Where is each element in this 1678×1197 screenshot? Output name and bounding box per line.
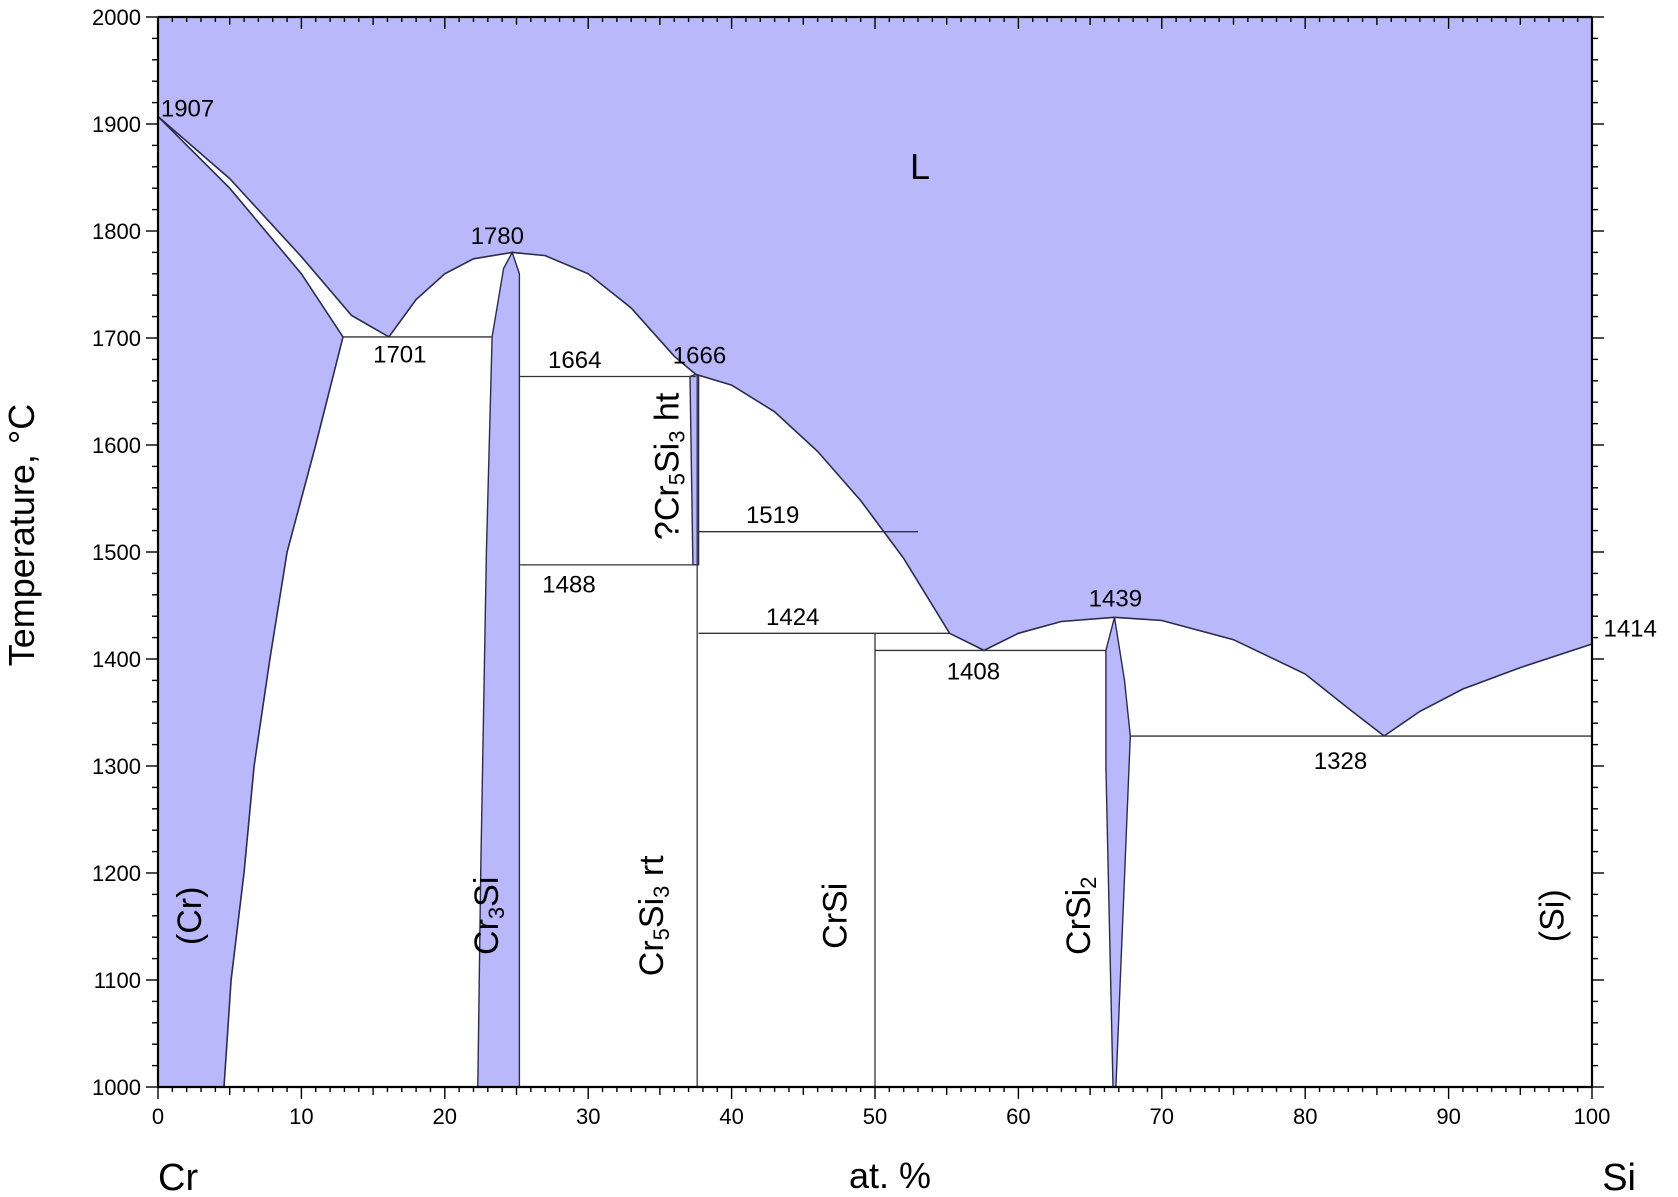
- phase-text: Cr: [633, 940, 671, 976]
- phase-label-cr5si3rt: Cr5Si3 rt: [633, 855, 674, 976]
- cr3si-region: [477, 250, 521, 1088]
- liquidus-cr3si-dome: [388, 251, 697, 376]
- subscript: 3: [649, 886, 674, 898]
- subscript: 3: [484, 907, 509, 919]
- labels: Temperature, °C at. % Cr Si L 1907 1780 17…: [1, 96, 1657, 1197]
- subscript: 2: [1076, 877, 1101, 889]
- phase-text: CrSi: [1060, 889, 1098, 955]
- phase-text: Si: [633, 898, 671, 928]
- subscript: 5: [649, 928, 674, 940]
- phase-text: (Si): [1533, 889, 1571, 942]
- liquidus-cr5si3-side: [695, 373, 985, 652]
- x-tick-label: 0: [152, 1104, 164, 1129]
- liquid-label: L: [910, 146, 930, 187]
- annotation-1666: 1666: [673, 343, 726, 370]
- phase-label-si: (Si): [1533, 889, 1571, 942]
- phase-label-cr: (Cr): [171, 887, 209, 946]
- phase-text: Si: [468, 877, 506, 907]
- phase-label-crsi2: CrSi2: [1060, 877, 1101, 955]
- phase-text: ?Cr: [649, 485, 687, 540]
- annotation-1701: 1701: [373, 342, 426, 369]
- y-axis-title: Temperature, °C: [1, 404, 42, 667]
- solvus-cr: [223, 336, 344, 1088]
- phase-label-crsi: CrSi: [816, 883, 854, 949]
- annotation-1907: 1907: [161, 96, 214, 123]
- x-tick-label: 60: [1006, 1104, 1030, 1129]
- phase-label-cr5si3ht: ?Cr5Si3 ht: [649, 392, 690, 540]
- annotation-1408: 1408: [947, 658, 1000, 685]
- axes: 0 10 20 30 40 50 60 70 80 90 100 1000 1100 1200 1300 14…: [92, 5, 1610, 1129]
- y-tick-label: 1300: [92, 754, 141, 779]
- y-tick-label: 1900: [92, 112, 141, 137]
- liquidus-crsi2-dome: [983, 616, 1385, 737]
- annotation-1519: 1519: [746, 502, 799, 529]
- y-tick-label: 1700: [92, 326, 141, 351]
- element-left-label: Cr: [158, 1157, 198, 1197]
- phase-text: CrSi: [816, 883, 854, 949]
- y-tick-label: 1200: [92, 861, 141, 886]
- y-tick-label: 2000: [92, 5, 141, 30]
- x-tick-label: 90: [1436, 1104, 1460, 1129]
- phase-text: ht: [649, 392, 687, 430]
- annotation-1439: 1439: [1089, 586, 1142, 613]
- annotation-1414: 1414: [1603, 616, 1656, 643]
- y-tick-label: 1800: [92, 219, 141, 244]
- x-tick-label: 100: [1574, 1104, 1611, 1129]
- liquidus-si-side: [1383, 643, 1593, 737]
- liquid-region: [158, 17, 1592, 736]
- x-axis-title: at. %: [849, 1155, 931, 1196]
- y-tick-label: 1100: [94, 968, 141, 993]
- phase-label-cr3si: Cr3Si: [468, 877, 509, 955]
- annotation-1424: 1424: [766, 604, 819, 631]
- subscript: 3: [665, 431, 690, 443]
- annotation-1664: 1664: [548, 347, 601, 374]
- x-tick-label: 20: [433, 1104, 457, 1129]
- phase-text: rt: [633, 855, 671, 886]
- subscript: 5: [665, 473, 690, 485]
- x-tick-label: 80: [1293, 1104, 1317, 1129]
- liquidus-cr-side: [157, 115, 390, 338]
- y-tick-label: 1600: [92, 433, 141, 458]
- cr-solid-solution-region: [158, 116, 343, 1087]
- phase-text: (Cr): [171, 887, 209, 946]
- x-tick-label: 40: [719, 1104, 743, 1129]
- y-tick-label: 1000: [92, 1075, 141, 1100]
- phase-text: Cr: [468, 919, 506, 955]
- annotation-1780: 1780: [471, 223, 524, 250]
- element-right-label: Si: [1602, 1157, 1636, 1197]
- x-tick-label: 30: [576, 1104, 600, 1129]
- phase-text: Si: [649, 443, 687, 473]
- crsi2-region: [1105, 617, 1132, 1088]
- annotation-1328: 1328: [1314, 748, 1367, 775]
- x-tick-label: 70: [1150, 1104, 1174, 1129]
- x-tick-label: 10: [289, 1104, 313, 1129]
- y-tick-label: 1500: [92, 540, 141, 565]
- phase-regions: [158, 17, 1592, 1088]
- y-tick-label: 1400: [92, 647, 141, 672]
- x-tick-label: 50: [863, 1104, 887, 1129]
- solidus-cr: [157, 115, 344, 338]
- annotation-1488: 1488: [542, 572, 595, 599]
